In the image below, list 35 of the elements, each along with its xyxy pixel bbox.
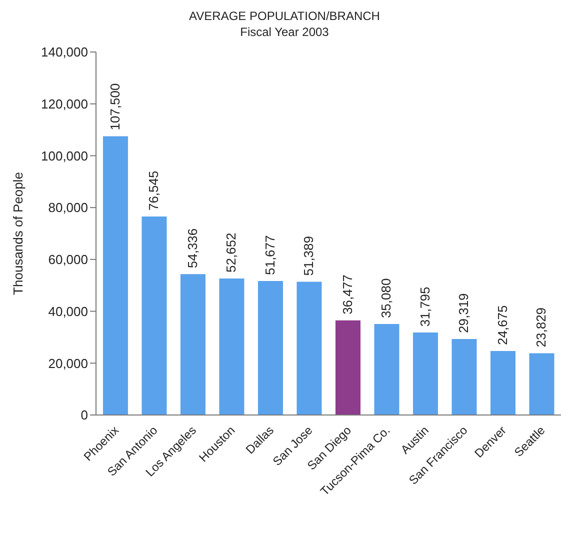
data-label: 31,795: [417, 286, 432, 327]
data-label: 52,652: [224, 232, 239, 272]
bar: [296, 282, 322, 415]
data-label: 23,829: [534, 307, 549, 348]
data-label: 51,389: [301, 236, 316, 276]
bar: [258, 281, 283, 415]
y-tick-label: 80,000: [48, 200, 88, 216]
y-tick-label: 0: [80, 408, 88, 423]
data-label: 107,500: [107, 83, 122, 130]
bar: [529, 353, 554, 415]
bar: [490, 351, 516, 415]
data-label: 76,545: [146, 170, 162, 211]
chart-title: AVERAGE POPULATION/BRANCH: [188, 8, 381, 24]
y-tick-label: 20,000: [48, 356, 88, 371]
data-label: 54,336: [184, 228, 200, 268]
y-tick-label: 140,000: [41, 44, 88, 60]
bar: [412, 332, 438, 415]
bar: [180, 274, 206, 415]
y-tick-label: 100,000: [41, 148, 88, 164]
chart-subtitle: Fiscal Year 2003: [239, 24, 330, 40]
y-axis-title: Thousands of People: [10, 172, 26, 295]
y-tick-label: 40,000: [48, 304, 88, 319]
data-label: 51,677: [262, 235, 278, 276]
y-tick-label: 120,000: [41, 96, 88, 112]
y-tick-label: 60,000: [48, 252, 88, 268]
bar: [374, 324, 400, 415]
data-label: 35,080: [378, 278, 394, 318]
bar: [452, 338, 477, 415]
data-label: 29,319: [456, 293, 472, 333]
bar: [219, 278, 244, 415]
data-label: 24,675: [494, 305, 510, 346]
bar: [142, 216, 167, 415]
data-label: 36,477: [340, 274, 355, 314]
bar: [335, 320, 360, 415]
bar: [102, 136, 128, 415]
